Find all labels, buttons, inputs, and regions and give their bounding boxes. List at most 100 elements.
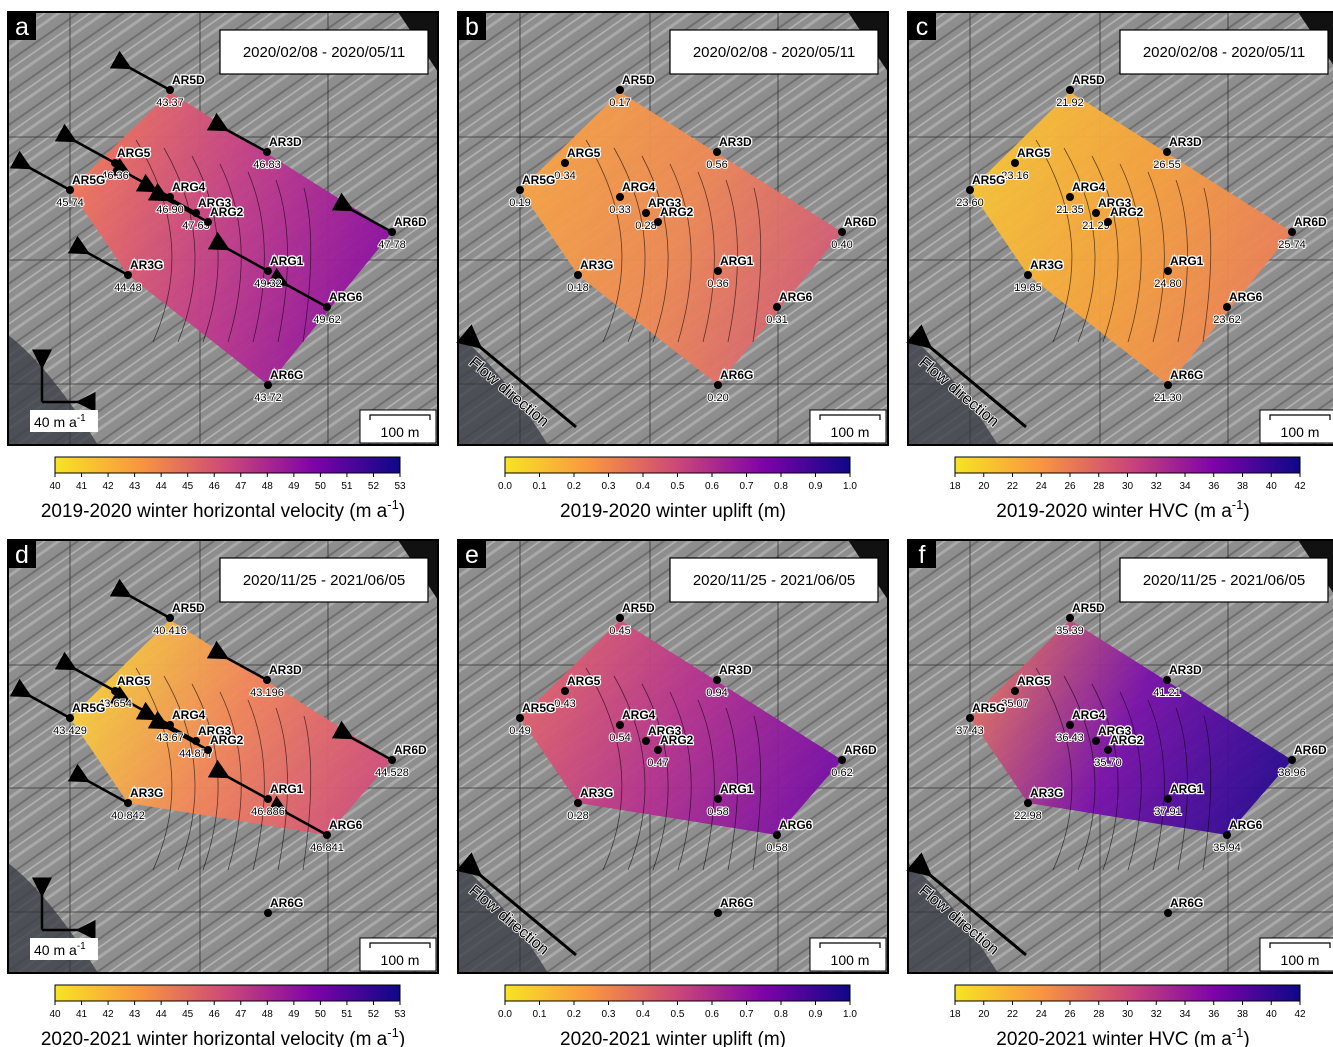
colorbar-tick-label: 0.9: [809, 481, 823, 492]
colorbar-tick-label: 42: [1294, 1009, 1306, 1020]
colorbar: [955, 457, 1300, 473]
colorbar-tick-label: 0.1: [533, 1009, 547, 1020]
map-panel: Flow directionAR5D35.39AR3D41.21ARG535.0…: [908, 540, 1333, 1047]
station-value: 35.94: [1213, 842, 1241, 854]
station: [1066, 86, 1074, 94]
colorbar-tick-label: 22: [1007, 481, 1019, 492]
colorbar-label-end: ): [399, 501, 405, 522]
station-name: ARG1: [270, 782, 304, 796]
station-name: ARG4: [622, 708, 656, 722]
station: [714, 795, 722, 803]
station-name: ARG6: [1229, 818, 1263, 832]
station: [516, 186, 524, 194]
arrow-scale-sup: -1: [77, 941, 86, 952]
scale-label: 100 m: [1281, 952, 1320, 968]
station: [1164, 381, 1172, 389]
colorbar-tick-label: 40: [1266, 481, 1278, 492]
colorbar-label: 2019-2020 winter horizontal velocity (m …: [41, 497, 405, 522]
colorbar-label-text: 2019-2020 winter HVC (m a: [996, 501, 1232, 522]
colorbar-label-sup: -1: [1232, 497, 1244, 512]
station: [1066, 193, 1074, 201]
station-value: 0.17: [609, 97, 630, 109]
station-value: 44.48: [114, 282, 142, 294]
station-value: 23.60: [956, 197, 984, 209]
station: [714, 909, 722, 917]
station: [966, 714, 974, 722]
station: [1223, 303, 1231, 311]
station: [561, 687, 569, 695]
station-name: AR3D: [719, 663, 752, 677]
station: [263, 148, 271, 156]
colorbar-tick-label: 49: [288, 1009, 300, 1020]
station: [561, 159, 569, 167]
station: [111, 159, 119, 167]
colorbar-tick-label: 45: [182, 481, 194, 492]
colorbar-label-text: 2020-2021 winter HVC (m a: [996, 1029, 1232, 1047]
station: [966, 186, 974, 194]
colorbar-tick-label: 47: [235, 1009, 247, 1020]
station-value: 35.39: [1056, 625, 1084, 637]
station: [714, 381, 722, 389]
colorbar-label-end: ): [399, 1029, 405, 1047]
station-value: 43.429: [53, 725, 87, 737]
station-name: ARG5: [567, 674, 601, 688]
station-value: 22.98: [1014, 810, 1042, 822]
station: [264, 909, 272, 917]
colorbar-label-sup: -1: [1232, 1025, 1244, 1040]
colorbar: [55, 457, 400, 473]
station-name: AR5G: [522, 173, 555, 187]
colorbar-tick-label: 47: [235, 481, 247, 492]
station-value: 0.49: [509, 725, 530, 737]
station-name: AR5G: [972, 701, 1005, 715]
map-panel: Flow directionAR5D0.17AR3D0.56ARG50.34AR…: [458, 12, 888, 522]
station-value: 0.36: [707, 278, 728, 290]
colorbar-tick-label: 42: [103, 481, 115, 492]
station-name: ARG1: [270, 254, 304, 268]
colorbar-tick-label: 20: [978, 1009, 990, 1020]
station-name: AR6G: [720, 368, 753, 382]
colorbar: [505, 457, 850, 473]
colorbar-tick-label: 50: [315, 481, 327, 492]
station-name: ARG5: [117, 674, 151, 688]
station: [166, 614, 174, 622]
station-name: AR3G: [130, 258, 163, 272]
panel-letter: b: [465, 13, 479, 41]
scale-label: 100 m: [381, 424, 420, 440]
colorbar-tick-label: 28: [1093, 481, 1105, 492]
colorbar-tick-label: 34: [1179, 1009, 1191, 1020]
colorbar-tick-label: 18: [949, 1009, 961, 1020]
arrow-scale-text: 40 m a: [34, 942, 77, 958]
station-name: AR5D: [622, 601, 655, 615]
station: [1164, 909, 1172, 917]
colorbar-tick-label: 53: [394, 481, 406, 492]
station: [654, 218, 662, 226]
station-value: 36.43: [1056, 732, 1084, 744]
colorbar-tick-label: 46: [209, 1009, 221, 1020]
colorbar-tick-label: 0.5: [671, 481, 685, 492]
station-name: AR6D: [844, 743, 877, 757]
station: [264, 267, 272, 275]
colorbar-tick-label: 0.7: [740, 1009, 754, 1020]
colorbar-tick-label: 0.0: [498, 1009, 512, 1020]
station-value: 40.416: [153, 625, 187, 637]
station: [1024, 271, 1032, 279]
station-name: ARG2: [1110, 733, 1144, 747]
station-value: 0.18: [567, 282, 588, 294]
station-name: AR5D: [172, 601, 205, 615]
colorbar-tick-label: 28: [1093, 1009, 1105, 1020]
colorbar-tick-label: 38: [1237, 1009, 1249, 1020]
station-value: 38.96: [1278, 767, 1306, 779]
colorbar-tick-label: 42: [103, 1009, 115, 1020]
station: [204, 746, 212, 754]
station-name: AR6G: [1170, 896, 1203, 910]
station-value: 49.62: [313, 314, 341, 326]
station: [166, 193, 174, 201]
colorbar-tick-label: 50: [315, 1009, 327, 1020]
scale-label: 100 m: [831, 952, 870, 968]
colorbar-tick-label: 51: [341, 481, 353, 492]
station: [616, 721, 624, 729]
station-value: 49.32: [254, 278, 282, 290]
colorbar-tick-label: 1.0: [843, 481, 857, 492]
colorbar-tick-label: 44: [156, 1009, 168, 1020]
station-value: 0.43: [554, 698, 575, 710]
